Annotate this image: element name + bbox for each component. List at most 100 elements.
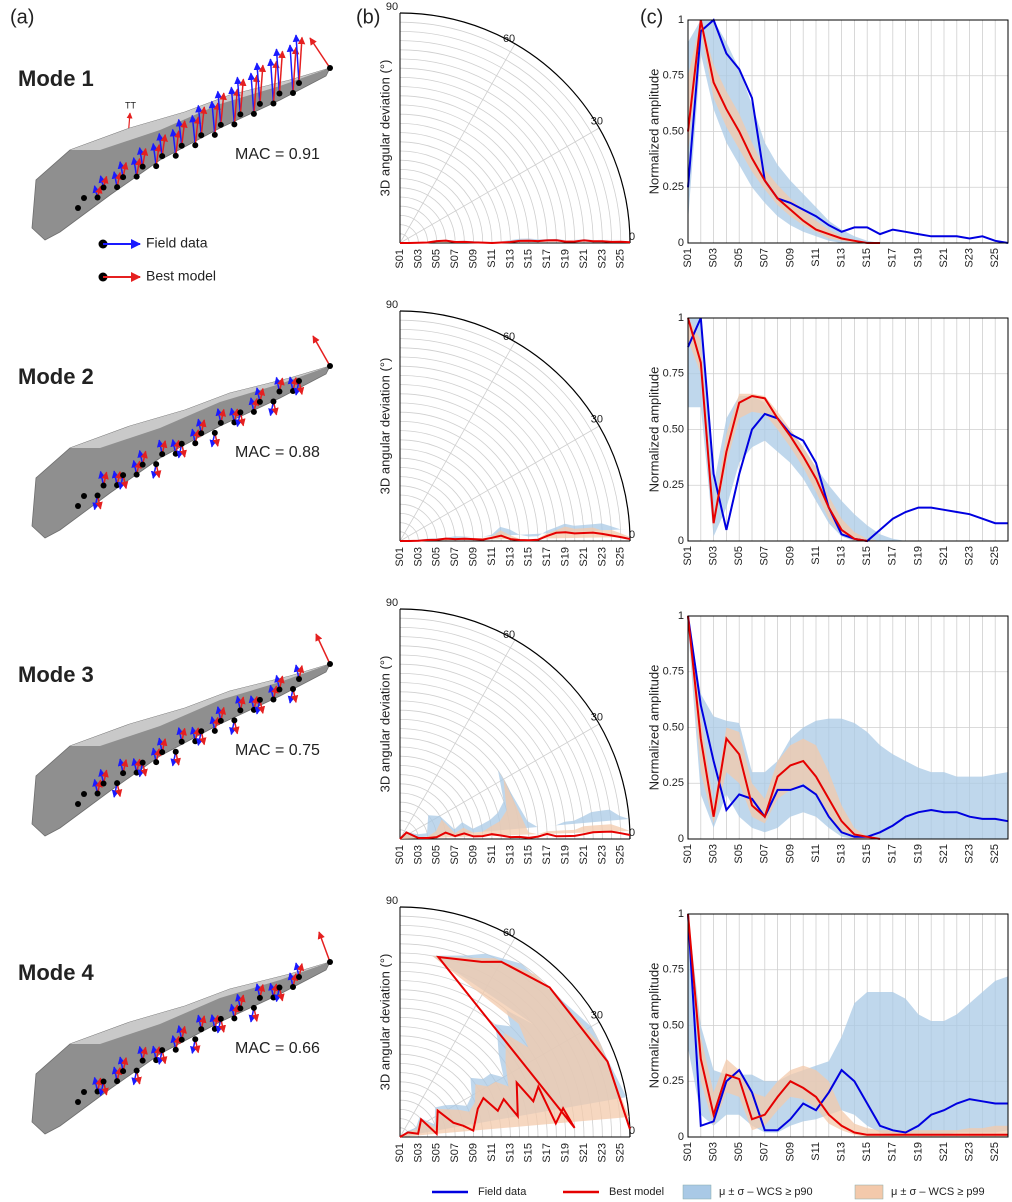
sensor-dot — [257, 697, 263, 703]
y-tick-label: 0.25 — [663, 479, 684, 491]
x-tick-label: S21 — [938, 844, 950, 864]
x-tick-label: S05 — [431, 249, 443, 269]
sensor-dot — [270, 100, 276, 106]
sensor-dot — [101, 1079, 107, 1085]
y-tick-label: 1 — [678, 312, 684, 324]
x-tick-label: S05 — [733, 844, 745, 864]
x-tick-label: S11 — [486, 249, 498, 268]
sensor-dot — [231, 1015, 237, 1021]
x-tick-label: S01 — [682, 844, 694, 864]
radial-grid — [400, 440, 501, 541]
x-tick-label: S15 — [861, 1142, 873, 1162]
sensor-dot — [237, 1005, 243, 1011]
x-tick-label: S07 — [759, 1142, 771, 1162]
sensor-dot — [114, 482, 120, 488]
y-tick-label: 1 — [678, 908, 684, 920]
x-tick-label: S01 — [682, 546, 694, 566]
x-tick-label: S05 — [733, 248, 745, 268]
sensor-dot — [134, 174, 140, 180]
mac-label: MAC = 0.75 — [235, 742, 320, 759]
legend-label: μ ± σ – WCS ≥ p90 — [719, 1186, 813, 1198]
radial-grid — [400, 673, 566, 839]
sensor-dot — [134, 770, 140, 776]
sensor-dot — [101, 483, 107, 489]
sensor-dot — [173, 451, 179, 457]
sensor-dot — [81, 195, 87, 201]
sensor-dot — [290, 984, 296, 990]
mode-title: Mode 2 — [18, 364, 94, 389]
x-tick-label: S19 — [912, 844, 924, 864]
sensor-dot — [198, 728, 204, 734]
x-tick-label: S07 — [759, 546, 771, 566]
x-tick-label: S11 — [810, 546, 822, 565]
x-tick-label: S13 — [504, 249, 516, 269]
sensor-dot — [173, 1047, 179, 1053]
x-tick-label: S01 — [394, 1143, 406, 1163]
x-tick-label: S13 — [504, 1143, 516, 1163]
y-axis-label: Normalized amplitude — [646, 367, 661, 493]
y-tick-label: 0 — [678, 833, 684, 845]
x-tick-label: S13 — [836, 844, 848, 864]
legend-label: Field data — [146, 235, 208, 251]
line-chart: 00.250.500.751S01S03S05S07S09S11S13S15S1… — [646, 14, 1008, 268]
sensor-dot — [270, 696, 276, 702]
x-tick-label: S05 — [431, 547, 443, 567]
radial-grid — [400, 375, 566, 541]
legend-label: Best model — [609, 1186, 664, 1198]
x-tick-label: S09 — [468, 845, 480, 865]
sensor-dot — [75, 205, 81, 211]
x-tick-label: S15 — [861, 546, 873, 566]
radial-grid — [400, 142, 501, 243]
y-tick-label: 0.75 — [663, 964, 684, 976]
y-axis-label: 3D angular deviation (°) — [377, 60, 392, 197]
x-tick-label: S11 — [810, 844, 822, 863]
sensor-dot — [120, 770, 126, 776]
sensor-dot — [114, 1078, 120, 1084]
sensor-dot — [327, 959, 333, 965]
sensor-dot — [179, 1037, 185, 1043]
y-axis-label: 3D angular deviation (°) — [377, 656, 392, 793]
sensor-dot — [101, 185, 107, 191]
x-tick-label: S03 — [412, 845, 424, 865]
sensor-dot — [159, 153, 165, 159]
x-tick-label: S19 — [912, 546, 924, 566]
sensor-dot — [140, 164, 146, 170]
x-tick-label: S11 — [486, 547, 498, 566]
sensor-dot — [95, 195, 101, 201]
angle-tick-label: 90 — [386, 1, 398, 13]
x-tick-label: S01 — [682, 248, 694, 268]
x-tick-label: S03 — [708, 248, 720, 268]
x-tick-label: S19 — [560, 845, 572, 865]
x-tick-label: S17 — [541, 249, 553, 269]
x-tick-label: S07 — [449, 1143, 461, 1163]
y-tick-label: 0.75 — [663, 70, 684, 82]
sensor-dot — [120, 472, 126, 478]
sensor-dot — [327, 65, 333, 71]
sensor-dot — [276, 984, 282, 990]
tip-arrow — [313, 336, 330, 366]
x-tick-label: S25 — [989, 844, 1001, 864]
x-tick-label: S05 — [431, 845, 443, 865]
x-tick-label: S19 — [560, 249, 572, 269]
y-axis-label: Normalized amplitude — [646, 665, 661, 791]
mode-title: Mode 1 — [18, 66, 94, 91]
panel-label: (b) — [356, 6, 380, 28]
x-tick-label: S17 — [887, 844, 899, 864]
sensor-dot — [159, 749, 165, 755]
radial-grid — [400, 311, 630, 541]
sensor-dot — [192, 142, 198, 148]
sensor-dot — [327, 363, 333, 369]
x-tick-label: S09 — [784, 248, 796, 268]
sensor-dot — [296, 378, 302, 384]
radial-grid — [400, 133, 510, 243]
legend-label: Field data — [478, 1186, 527, 1198]
x-tick-label: S21 — [938, 248, 950, 268]
sensor-dot — [140, 462, 146, 468]
sensor-dot — [173, 153, 179, 159]
x-tick-label: S11 — [810, 1142, 822, 1161]
sensor-dot — [192, 1036, 198, 1042]
sensor-dot — [114, 780, 120, 786]
radial-grid — [400, 77, 566, 243]
x-tick-label: S21 — [578, 845, 590, 865]
x-tick-label: S15 — [523, 249, 535, 269]
